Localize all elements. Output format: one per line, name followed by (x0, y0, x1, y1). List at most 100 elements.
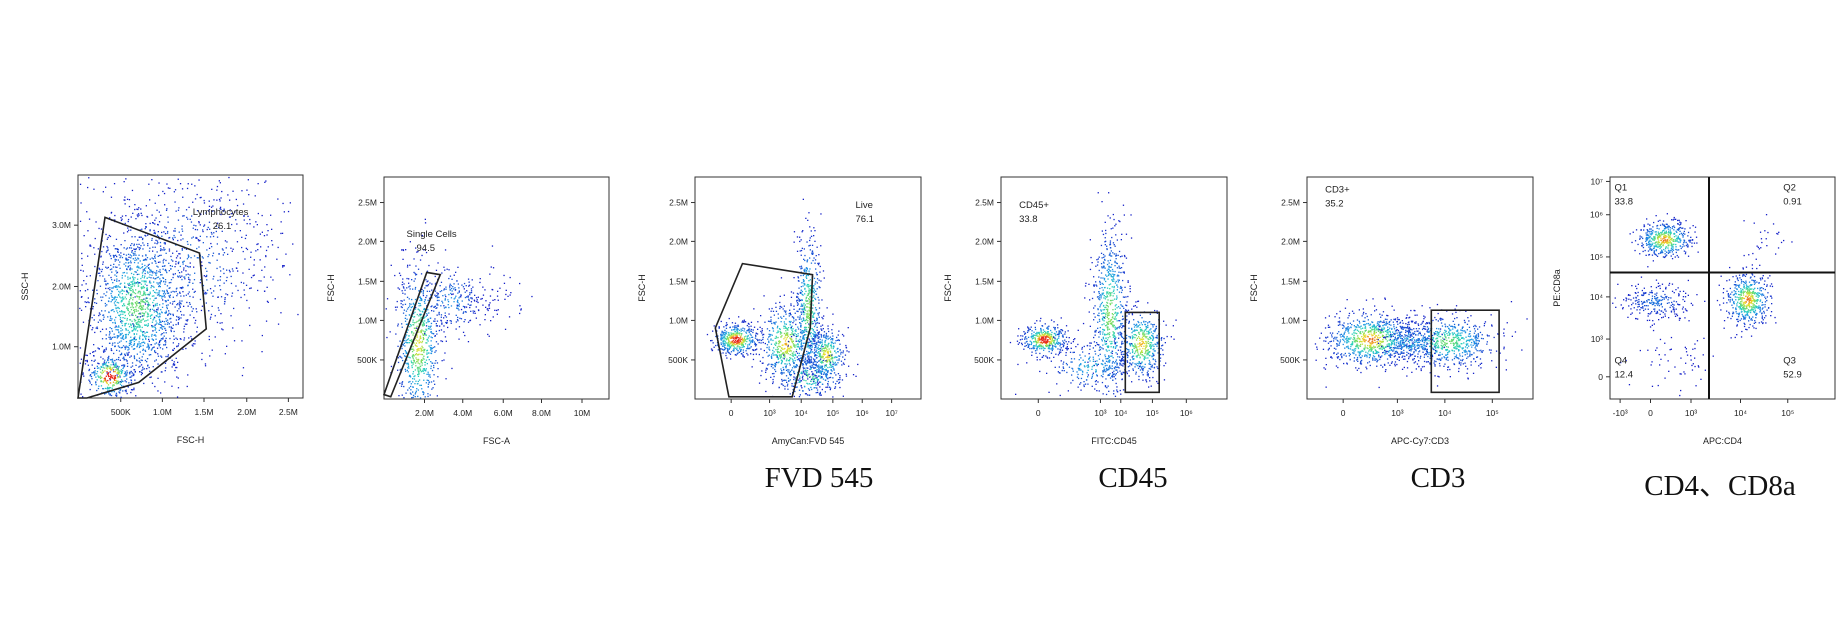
data-point (403, 313, 404, 314)
data-point (88, 365, 89, 366)
data-point (760, 348, 761, 349)
data-point (110, 374, 111, 375)
data-point (249, 288, 250, 289)
data-point (103, 352, 104, 353)
data-point (140, 329, 141, 330)
data-point (148, 309, 149, 310)
data-point (132, 330, 133, 331)
data-point (290, 202, 291, 203)
data-point (122, 277, 123, 278)
data-point (134, 277, 135, 278)
data-point (197, 229, 198, 230)
data-point (825, 357, 826, 358)
data-point (397, 325, 398, 326)
data-point (87, 355, 88, 356)
data-point (106, 252, 107, 253)
data-point (413, 320, 414, 321)
data-point (163, 293, 164, 294)
data-point (805, 354, 806, 355)
data-point (103, 381, 104, 382)
data-point (405, 321, 406, 322)
data-point (149, 251, 150, 252)
data-point (122, 368, 123, 369)
data-point (437, 362, 438, 363)
data-point (824, 344, 825, 345)
data-point (142, 272, 143, 273)
data-point (398, 357, 399, 358)
data-point (118, 374, 119, 375)
data-point (205, 276, 206, 277)
data-point (164, 226, 165, 227)
data-point (102, 363, 103, 364)
data-point (411, 349, 412, 350)
data-point (183, 215, 184, 216)
data-point (203, 242, 204, 243)
data-point (150, 223, 151, 224)
data-point (105, 388, 106, 389)
data-point (206, 236, 207, 237)
data-point (722, 349, 723, 350)
data-point (138, 307, 139, 308)
data-point (793, 345, 794, 346)
data-point (226, 280, 227, 281)
data-point (106, 291, 107, 292)
data-point (415, 354, 416, 355)
data-point (160, 283, 161, 284)
data-point (790, 347, 791, 348)
data-point (131, 255, 132, 256)
data-point (736, 355, 737, 356)
data-point (730, 358, 731, 359)
data-point (756, 333, 757, 334)
data-point (112, 343, 113, 344)
data-point (786, 339, 787, 340)
data-point (164, 381, 165, 382)
data-point (160, 246, 161, 247)
data-point (99, 269, 100, 270)
data-point (158, 271, 159, 272)
data-point (126, 259, 127, 260)
data-point (415, 287, 416, 288)
data-point (461, 309, 462, 310)
data-point (773, 373, 774, 374)
data-point (204, 224, 205, 225)
data-point (133, 297, 134, 298)
data-point (489, 302, 490, 303)
data-point (122, 289, 123, 290)
data-point (433, 380, 434, 381)
data-point (111, 348, 112, 349)
data-point (142, 360, 143, 361)
data-point (109, 298, 110, 299)
data-point (426, 368, 427, 369)
data-point (434, 352, 435, 353)
data-point (747, 338, 748, 339)
data-point (227, 254, 228, 255)
data-point (409, 314, 410, 315)
data-point (817, 330, 818, 331)
data-point (808, 271, 809, 272)
data-point (131, 309, 132, 310)
data-point (205, 363, 206, 364)
data-point (832, 314, 833, 315)
data-point (446, 341, 447, 342)
data-point (809, 347, 810, 348)
data-point (416, 391, 417, 392)
data-point (132, 289, 133, 290)
x-tick-label: 10M (574, 408, 591, 418)
data-point (251, 277, 252, 278)
data-point (799, 241, 800, 242)
data-point (414, 378, 415, 379)
data-point (414, 355, 415, 356)
data-point (784, 321, 785, 322)
data-point (457, 300, 458, 301)
data-point (152, 322, 153, 323)
data-point (135, 258, 136, 259)
data-point (114, 365, 115, 366)
data-point (809, 268, 810, 269)
data-point (803, 283, 804, 284)
data-point (131, 375, 132, 376)
data-point (126, 352, 127, 353)
data-point (808, 327, 809, 328)
data-point (160, 324, 161, 325)
data-point (110, 327, 111, 328)
data-point (136, 272, 137, 273)
